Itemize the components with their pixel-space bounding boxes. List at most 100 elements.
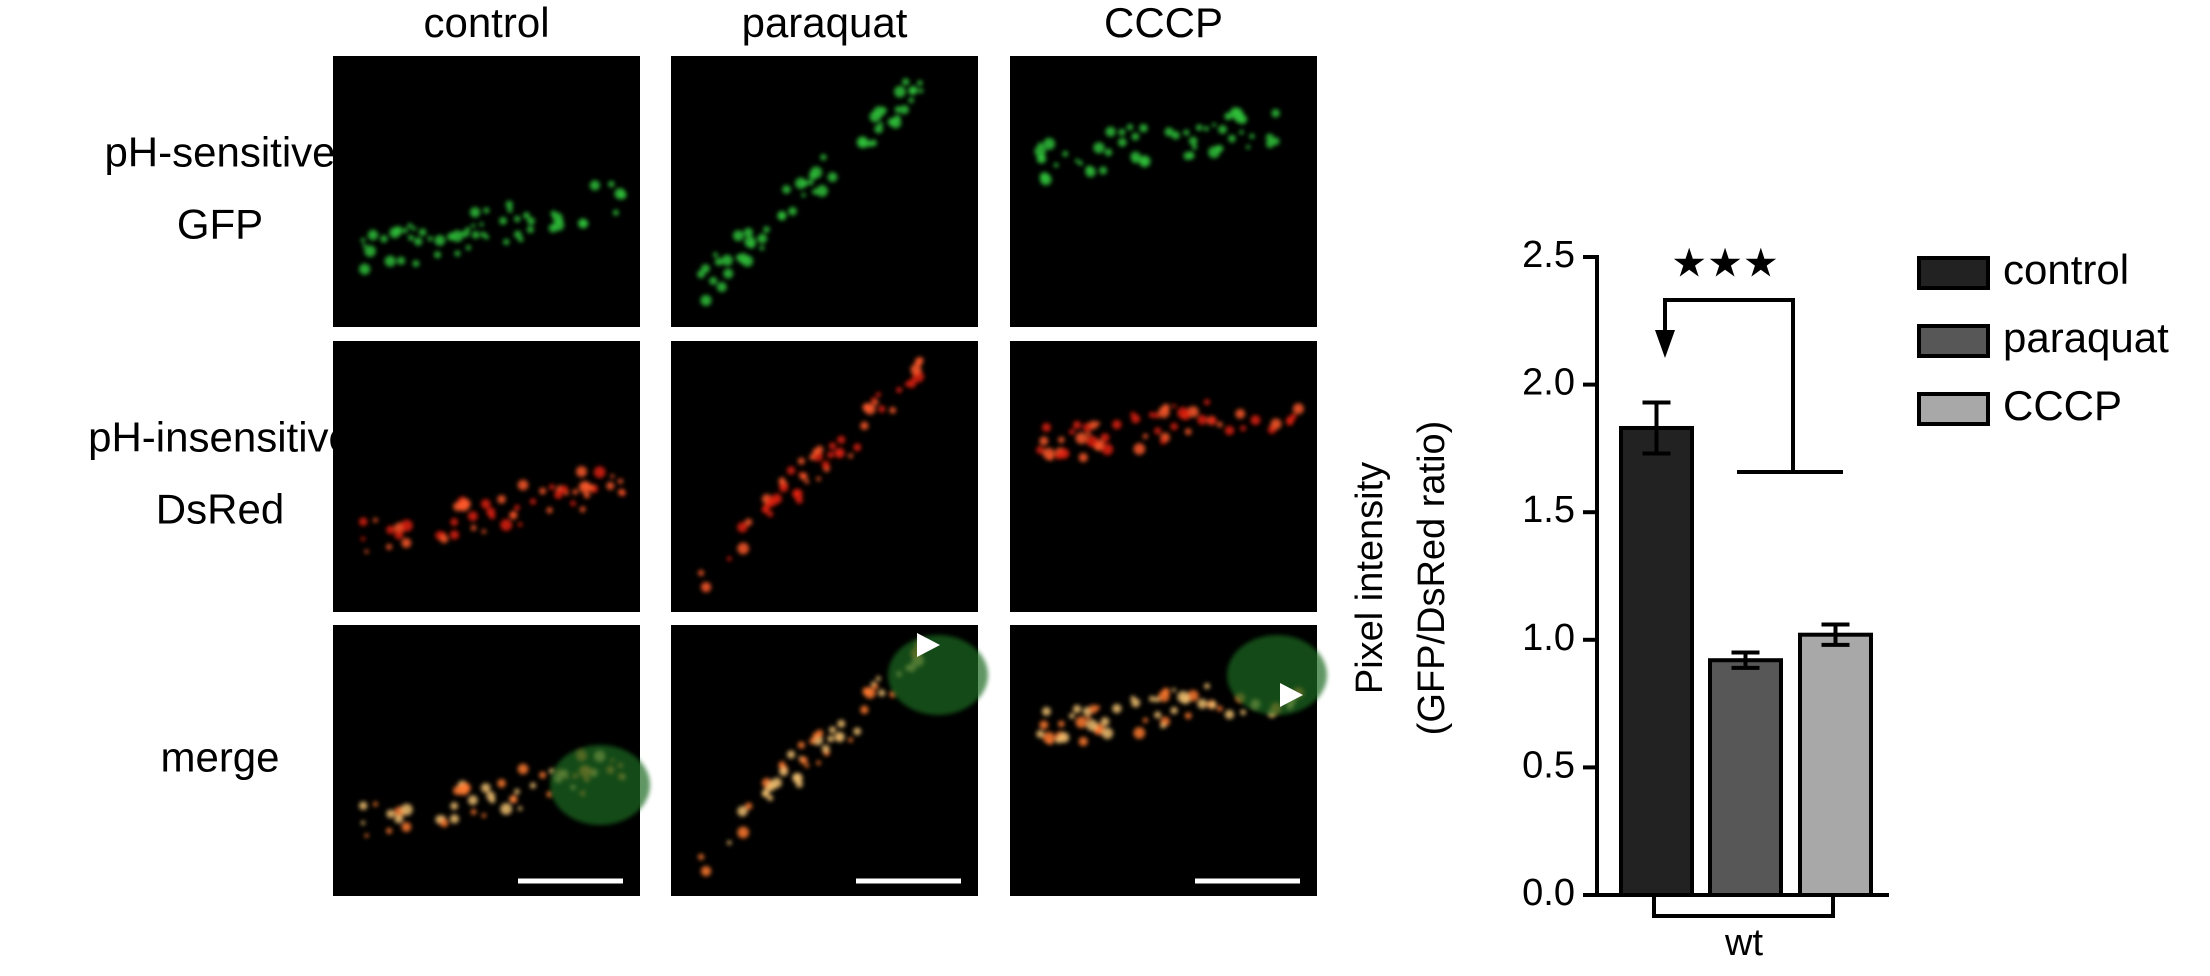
signal-spot — [862, 402, 872, 412]
signal-spot — [364, 245, 376, 257]
signal-spot — [875, 676, 881, 682]
signal-spot — [1036, 730, 1045, 738]
signal-spot — [509, 795, 518, 804]
row-label: pH-sensitive — [104, 129, 335, 176]
signal-spot — [812, 732, 820, 740]
signal-spot — [1055, 736, 1063, 744]
signal-spot — [550, 210, 557, 217]
signal-spot — [593, 466, 606, 479]
signal-spot — [497, 779, 506, 788]
signal-spot — [480, 783, 491, 793]
signal-spot — [1154, 711, 1162, 719]
signal-spot — [1148, 695, 1156, 702]
signal-spot — [761, 505, 770, 513]
signal-spot — [500, 803, 513, 815]
signal-spot — [589, 180, 601, 191]
signal-spot — [610, 474, 615, 479]
signal-spot — [529, 782, 537, 789]
signal-spot — [848, 737, 854, 743]
signal-spot — [816, 760, 821, 766]
signal-spot — [827, 735, 835, 743]
error-bar — [1642, 400, 1671, 456]
micrograph-signal — [698, 356, 925, 593]
signal-spot — [837, 719, 846, 728]
signal-spot — [1265, 139, 1275, 149]
signal-spot — [386, 543, 393, 550]
arrowhead — [917, 633, 940, 657]
signal-spot — [874, 124, 884, 134]
signal-spot — [1224, 709, 1235, 720]
signal-spot — [1164, 127, 1174, 137]
signal-spot — [1208, 416, 1217, 425]
signal-spot — [402, 227, 408, 234]
y-axis-label: Pixel intensity — [1349, 462, 1391, 694]
signal-spot — [1105, 126, 1116, 137]
signal-spot — [606, 481, 615, 490]
signal-spot — [407, 234, 414, 241]
signal-spot — [1126, 123, 1134, 131]
signal-spot — [394, 814, 404, 824]
signal-spot — [384, 255, 396, 267]
signal-spot — [797, 741, 805, 749]
signal-spot — [1101, 727, 1114, 740]
signal-spot — [712, 252, 718, 258]
signal-spot — [698, 853, 705, 860]
signal-spot — [889, 406, 897, 414]
signal-spot — [1112, 703, 1122, 714]
signal-spot — [517, 806, 523, 811]
signal-spot — [716, 282, 727, 293]
micrograph — [671, 341, 978, 612]
micrograph-signal — [697, 78, 924, 307]
signal-spot — [812, 448, 820, 456]
signal-spot — [1184, 428, 1192, 436]
signal-spot — [1142, 433, 1148, 439]
category-bracket — [1652, 895, 1835, 918]
signal-spot — [1171, 131, 1180, 140]
signal-spot — [359, 517, 368, 526]
signal-spot — [853, 443, 862, 452]
signal-spot — [411, 226, 417, 231]
signal-spot — [744, 518, 753, 526]
signal-spot — [1228, 134, 1236, 143]
y-axis-label: (GFP/DsRed ratio) — [1411, 421, 1453, 736]
signal-spot — [799, 756, 808, 765]
signal-spot — [1184, 712, 1192, 720]
micrograph-signal — [1036, 399, 1304, 463]
signal-spot — [400, 803, 413, 816]
error-bar — [1821, 622, 1850, 647]
signal-spot — [777, 212, 786, 221]
signal-spot — [1148, 411, 1156, 418]
signal-spot — [1072, 704, 1082, 714]
signal-spot — [360, 820, 366, 826]
signal-spot — [771, 777, 782, 788]
signal-spot — [467, 511, 478, 522]
signal-spot — [427, 235, 433, 242]
signal-spot — [1292, 403, 1304, 415]
signal-spot — [1039, 720, 1049, 730]
legend-label: control — [2003, 246, 2129, 293]
signal-spot — [1234, 112, 1246, 124]
signal-spot — [1089, 704, 1098, 714]
signal-spot — [523, 212, 530, 219]
signal-spot — [1039, 172, 1050, 182]
bar — [1619, 425, 1694, 897]
signal-spot — [1100, 717, 1110, 727]
legend-swatch — [1917, 256, 1990, 290]
signal-spot — [386, 809, 395, 819]
signal-spot — [1171, 688, 1177, 693]
signal-spot — [779, 761, 785, 767]
signal-spot — [795, 496, 804, 504]
y-tick-label: 1.5 — [1522, 489, 1575, 531]
signal-spot — [810, 166, 823, 179]
signal-spot — [1204, 399, 1210, 406]
signal-spot — [828, 442, 837, 450]
signal-spot — [400, 519, 413, 532]
signal-spot — [460, 782, 471, 794]
signal-spot — [564, 491, 569, 496]
signal-spot — [714, 257, 723, 266]
signal-spot — [1271, 109, 1280, 118]
signal-spot — [878, 689, 886, 697]
signal-spot — [1078, 160, 1083, 166]
signal-spot — [1270, 418, 1282, 430]
